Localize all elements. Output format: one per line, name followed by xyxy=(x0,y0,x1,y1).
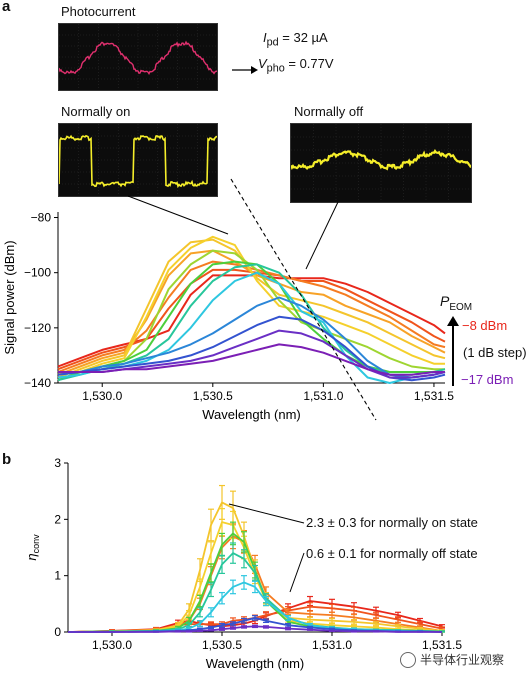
vpho-readout: Vpho = 0.77V xyxy=(258,56,334,75)
series-line xyxy=(57,249,446,376)
peom-low-label: −17 dBm xyxy=(461,372,514,387)
normally-on-scope-image xyxy=(58,123,218,197)
y-tick-label: 0 xyxy=(54,625,61,639)
connector-normally-off xyxy=(305,201,339,270)
connector-ann-off xyxy=(289,552,305,593)
normally-off-label: Normally off xyxy=(294,104,364,119)
y-tick-label: −80 xyxy=(31,211,52,225)
y-tick-label: 3 xyxy=(54,456,61,470)
x-tick-label: 1,531.0 xyxy=(303,389,343,403)
photocurrent-trace-plot xyxy=(59,24,217,90)
peom-step-label: (1 dB step) xyxy=(463,345,527,360)
connector-normally-on xyxy=(127,195,229,235)
y-tick-label: −120 xyxy=(24,321,51,335)
y-tick-label: −140 xyxy=(24,376,51,390)
ipd-readout: Ipd = 32 µA xyxy=(263,30,328,49)
wechat-icon xyxy=(400,651,416,668)
peom-subscript: EOM xyxy=(449,301,473,313)
scope-trace xyxy=(59,40,217,75)
peom-arrow xyxy=(447,316,459,391)
connector-ann-on xyxy=(228,503,305,524)
series-line xyxy=(57,235,445,382)
x-tick-label: 1,531.0 xyxy=(312,638,352,652)
vpho-symbol: V xyxy=(258,56,267,71)
normally-off-scope-image xyxy=(290,123,472,203)
dashed-guide-line xyxy=(230,178,377,421)
signal-power-chart: −80 −100 −120 −140 1,530.0 1,530.5 1,531.0 1,53… xyxy=(2,178,454,422)
peom-legend-title: PEOM xyxy=(440,293,472,313)
panel-b-label: b xyxy=(2,451,12,468)
photocurrent-label: Photocurrent xyxy=(61,4,136,19)
x-tick-label: 1,530.0 xyxy=(92,638,132,652)
conversion-efficiency-chart: 0 1 2 3 1,530.0 1,530.5 1,531.0 1,531.5 Waveleng… xyxy=(24,456,462,671)
watermark-text: 半导体行业观察 xyxy=(420,653,505,667)
y-tick-label: −100 xyxy=(24,266,51,280)
scope-trace xyxy=(291,148,471,171)
vpho-subscript: pho xyxy=(266,62,285,75)
scope-trace xyxy=(59,134,217,189)
normally-off-trace-plot xyxy=(291,124,471,202)
y-axis-title: ηconv xyxy=(24,534,41,561)
ipd-subscript: pd xyxy=(266,36,279,49)
series-line xyxy=(57,238,446,379)
photocurrent-scope-image xyxy=(58,23,218,91)
peom-high-label: −8 dBm xyxy=(462,318,508,333)
y-tick-label: 2 xyxy=(54,512,61,526)
watermark: 半导体行业观察 xyxy=(400,651,504,668)
ipd-value: = 32 µA xyxy=(278,30,328,45)
panel-a-label: a xyxy=(2,0,11,15)
x-tick-label: 1,531.5 xyxy=(422,638,462,652)
y-axis-title: Signal power (dBm) xyxy=(2,240,17,354)
annotation-normally-off: 0.6 ± 0.1 for normally off state xyxy=(306,546,478,561)
x-axis-title: Wavelength (nm) xyxy=(206,656,305,671)
arrow-to-vpho xyxy=(232,62,258,80)
vpho-value: = 0.77V xyxy=(284,56,334,71)
x-tick-label: 1,530.0 xyxy=(82,389,122,403)
y-tick-label: 1 xyxy=(54,569,61,583)
normally-on-trace-plot xyxy=(59,124,217,196)
peom-symbol: P xyxy=(440,293,450,309)
x-tick-label: 1,530.5 xyxy=(202,638,242,652)
x-axis-title: Wavelength (nm) xyxy=(202,407,301,422)
series-line xyxy=(58,343,445,376)
annotation-normally-on: 2.3 ± 0.3 for normally on state xyxy=(306,515,478,530)
x-tick-label: 1,530.5 xyxy=(193,389,233,403)
normally-on-label: Normally on xyxy=(61,104,131,119)
x-tick-label: 1,531.5 xyxy=(414,389,454,403)
ipd-symbol: I xyxy=(263,30,267,45)
